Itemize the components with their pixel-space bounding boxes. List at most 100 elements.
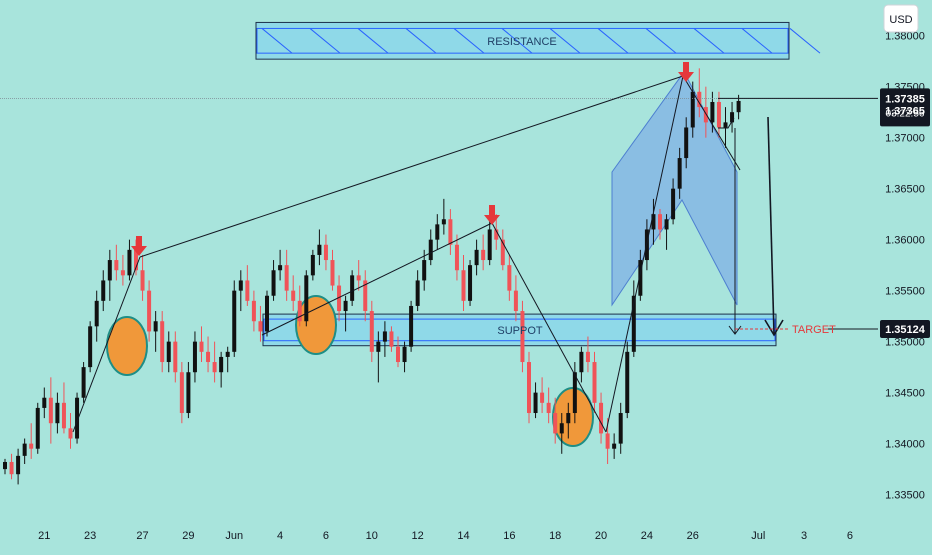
candle-body <box>22 443 27 456</box>
time-axis[interactable]: 21 23 27 29 Jun 4 6 10 12 14 16 18 20 24 26 Jul 3 6 <box>38 530 853 542</box>
current-price-label: 1.37385 <box>885 93 925 105</box>
projection-arrowhead-long <box>764 319 784 337</box>
trend-line <box>261 222 493 336</box>
candle-body <box>310 254 315 276</box>
resistance-zone-hatch <box>789 28 821 54</box>
candle-body <box>9 461 14 475</box>
candle-body <box>422 260 427 281</box>
candle-body <box>173 341 178 373</box>
candle-body <box>376 341 381 352</box>
candle-body <box>42 397 47 408</box>
candle-body <box>389 331 394 347</box>
red-marker-shaft <box>489 205 495 216</box>
resistance-zone-hatch <box>549 28 581 54</box>
price-axis[interactable]: 1.33500 1.34000 1.34500 1.35000 1.35500 1.360… <box>885 31 925 502</box>
candle-body <box>566 413 571 424</box>
candle-body <box>29 443 34 449</box>
candle-body <box>297 300 302 322</box>
target-label: TARGET <box>792 324 836 336</box>
candle-body <box>409 305 414 347</box>
resistance-zone-hatch <box>453 28 485 54</box>
candle-body <box>638 260 643 296</box>
currency-button-bg[interactable] <box>883 4 919 33</box>
time-tick-label: 26 <box>687 530 699 542</box>
candle-body <box>101 280 106 301</box>
candle-body <box>48 397 53 424</box>
candle-body <box>265 295 269 332</box>
candle-body <box>468 265 473 301</box>
candle-body <box>343 300 348 312</box>
pattern-circle <box>106 316 148 376</box>
candle-body <box>684 127 689 159</box>
candle-body <box>225 351 230 357</box>
candle-body <box>323 244 328 261</box>
candle-body <box>527 362 531 414</box>
time-tick-label: 3 <box>801 530 807 542</box>
candle-body <box>284 265 289 291</box>
candle-body <box>88 326 93 368</box>
candle-body <box>677 158 682 189</box>
candle-body <box>238 280 243 291</box>
candle-body <box>232 290 237 352</box>
candle-body <box>75 397 80 439</box>
time-tick-label: 20 <box>595 530 607 542</box>
candle-body <box>592 362 597 403</box>
support-zone-label: SUPPOT <box>497 325 543 337</box>
candle-body <box>219 356 224 373</box>
time-tick-label: 10 <box>366 530 378 542</box>
candle-body <box>631 295 636 352</box>
resistance-zone-hatch <box>357 28 389 54</box>
candle-body <box>500 239 505 266</box>
candle-body <box>382 331 387 342</box>
red-marker-head <box>131 246 147 256</box>
price-tick-label: 1.36000 <box>885 235 925 247</box>
trend-line <box>139 75 684 258</box>
candle-body <box>402 346 407 363</box>
candle-body <box>94 300 99 327</box>
overlay-back-layer <box>106 71 738 447</box>
candle-body <box>736 100 741 113</box>
trend-line <box>605 75 684 433</box>
price-label-box <box>880 319 930 338</box>
candle-body <box>363 280 368 312</box>
price-label-box <box>880 101 930 120</box>
candle-body <box>396 346 400 363</box>
candle-body <box>245 280 250 301</box>
resistance-zone-hatch <box>693 28 725 54</box>
candle-body <box>350 275 355 301</box>
currency-button[interactable]: USD <box>889 14 912 26</box>
candle-body <box>716 101 721 128</box>
time-tick-label: 6 <box>323 530 329 542</box>
projection-line-long <box>767 116 775 335</box>
time-tick-label: Jun <box>225 530 243 542</box>
time-tick-label: 21 <box>38 530 50 542</box>
candle-body <box>481 249 486 261</box>
candle-body <box>697 91 702 108</box>
candle-body <box>618 413 623 444</box>
candle-body <box>356 275 361 281</box>
red-marker-shaft <box>683 62 689 73</box>
candle-body <box>55 402 60 424</box>
overlay-front-layer <box>0 62 878 433</box>
bid-price-label: 1.37365 <box>885 105 925 117</box>
candle-body <box>140 270 145 291</box>
candle-body <box>317 244 322 255</box>
price-tick-label: 1.36500 <box>885 184 925 196</box>
red-marker-head <box>484 215 500 225</box>
candle-body <box>507 265 512 291</box>
time-tick-label: 6 <box>847 530 853 542</box>
pattern-circle <box>295 295 337 355</box>
candle-body <box>107 260 112 281</box>
time-tick-label: Jul <box>751 530 765 542</box>
candle-body <box>579 351 584 373</box>
candle-body <box>533 392 538 414</box>
candle-body <box>723 122 728 128</box>
candle-body <box>651 214 656 230</box>
candle-body <box>337 285 342 312</box>
candle-body <box>153 321 158 332</box>
candle-body <box>278 265 283 271</box>
time-tick-label: 12 <box>412 530 424 542</box>
candle-body <box>415 280 420 306</box>
